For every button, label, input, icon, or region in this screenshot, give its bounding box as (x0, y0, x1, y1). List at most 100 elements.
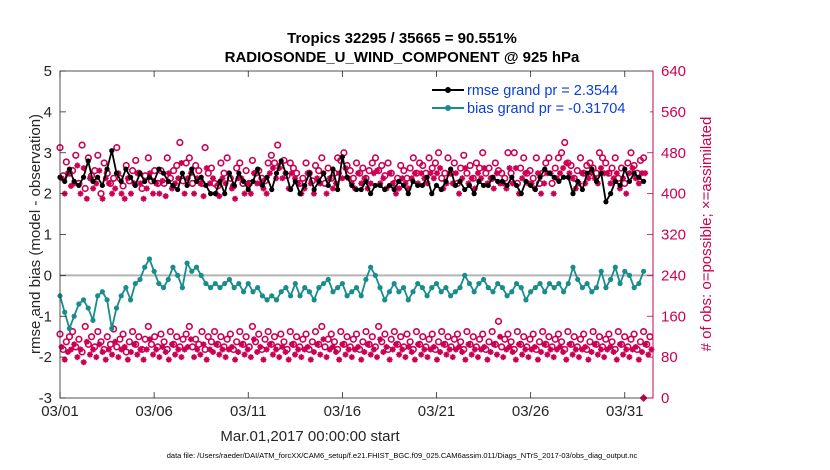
obs-assimilated-low-marker (213, 341, 220, 348)
bias-series-point (109, 325, 115, 332)
obs-assimilated-high-marker (279, 175, 286, 182)
obs-possible-high-marker (567, 161, 575, 170)
rmse-series-point (499, 178, 505, 184)
bias-series-point (556, 280, 562, 287)
bias-series-point (415, 280, 421, 287)
obs-assimilated-low-marker (456, 343, 463, 350)
legend: rmse grand pr = 2.3544 bias grand pr = -… (428, 78, 650, 122)
obs-assimilated-high-marker (323, 190, 330, 197)
obs-possible-low-marker (226, 330, 234, 338)
obs-assimilated-low-marker (273, 346, 280, 353)
obs-assimilated-high-marker (156, 190, 163, 197)
obs-assimilated-low-marker (626, 354, 633, 361)
rmse-series-point (255, 166, 261, 172)
obs-assimilated-low-marker (392, 341, 399, 348)
obs-assimilated-low-marker (222, 354, 229, 361)
obs-possible-low-marker (475, 335, 484, 343)
obs-possible-low-marker (375, 322, 383, 331)
obs-assimilated-high-marker (172, 180, 179, 187)
bias-series-point (400, 285, 407, 291)
rmse-series-point (95, 174, 101, 180)
obs-assimilated-low-marker (86, 351, 93, 358)
rmse-series-point (429, 191, 435, 197)
obs-assimilated-high-marker (80, 165, 87, 172)
obs-possible-high-marker (510, 149, 518, 157)
bias-series-point (372, 272, 378, 278)
obs-assimilated-low-marker (187, 336, 194, 343)
obs-possible-low-marker (387, 335, 395, 343)
obs-assimilated-low-marker (424, 354, 431, 361)
obs-possible-high-marker (78, 141, 86, 149)
obs-assimilated-high-marker (456, 190, 463, 197)
obs-possible-high-marker (639, 154, 648, 162)
obs-assimilated-high-marker (244, 180, 251, 187)
bias-series-point (66, 325, 73, 332)
obs-assimilated-low-marker (591, 341, 598, 348)
obs-assimilated-low-marker (512, 356, 519, 363)
obs-assimilated-high-marker (556, 170, 563, 177)
obs-assimilated-low-marker (153, 346, 160, 353)
y-axis-left: -3 -2 -1 0 1 2 3 4 5 (39, 63, 66, 407)
obs-assimilated-high-marker (134, 170, 141, 177)
obs-possible-high-marker (586, 159, 594, 167)
obs-assimilated-low-marker (260, 356, 267, 363)
bias-series-point (325, 276, 331, 283)
obs-possible-high-marker (242, 167, 250, 175)
obs-assimilated-low-marker (430, 343, 437, 350)
obs-assimilated-high-marker (194, 175, 201, 182)
obs-possible-low-marker (539, 327, 547, 336)
obs-assimilated-low-marker (635, 356, 642, 363)
obs-possible-low-marker (236, 327, 244, 336)
obs-possible-low-marker (321, 343, 329, 351)
obs-assimilated-low-marker (623, 346, 630, 353)
obs-assimilated-low-marker (582, 343, 589, 350)
obs-possible-low-marker (627, 335, 635, 343)
obs-possible-low-marker (233, 338, 241, 346)
obs-possible-high-marker (479, 149, 487, 157)
bias-series-point (118, 293, 124, 299)
obs-possible-high-marker (311, 161, 320, 170)
obs-possible-low-marker (621, 333, 629, 341)
obs-assimilated-low-marker (452, 346, 459, 353)
obs-possible-low-marker (349, 335, 357, 343)
obs-assimilated-high-marker (310, 190, 317, 197)
obs-assimilated-low-marker (538, 349, 545, 356)
obs-assimilated-high-marker (487, 175, 494, 182)
obs-assimilated-low-marker (396, 351, 403, 358)
obs-assimilated-high-marker (474, 170, 481, 177)
obs-assimilated-low-marker (648, 346, 655, 353)
obs-possible-high-marker (542, 159, 550, 167)
obs-assimilated-low-marker (389, 346, 396, 353)
obs-assimilated-low-marker (235, 349, 242, 356)
obs-assimilated-high-marker (361, 175, 368, 182)
obs-assimilated-low-marker (566, 341, 573, 348)
obs-assimilated-high-marker (140, 195, 147, 202)
obs-possible-low-marker (65, 333, 74, 341)
rmse-series-point (570, 191, 576, 197)
obs-possible-low-marker (535, 338, 544, 346)
obs-assimilated-low-marker (320, 336, 327, 343)
obs-assimilated-low-marker (642, 341, 649, 348)
obs-possible-low-marker (362, 327, 370, 336)
obs-possible-low-marker (166, 327, 175, 336)
rmse-series-point (198, 174, 204, 180)
obs-assimilated-high-marker (269, 165, 276, 172)
obs-assimilated-low-marker (96, 341, 103, 348)
obs-assimilated-low-marker (367, 351, 374, 358)
obs-assimilated-low-marker (146, 336, 153, 343)
obs-possible-high-marker (526, 167, 534, 175)
obs-assimilated-high-marker (102, 175, 109, 182)
obs-assimilated-high-marker (560, 165, 567, 172)
obs-possible-low-marker (308, 338, 316, 346)
obs-assimilated-low-marker (326, 346, 333, 353)
obs-assimilated-low-marker (307, 356, 314, 363)
obs-possible-high-marker (425, 154, 433, 162)
obs-assimilated-high-marker (86, 175, 93, 182)
rmse-series-point (382, 186, 388, 193)
obs-possible-low-marker (630, 330, 638, 338)
obs-assimilated-high-marker (74, 162, 81, 169)
bias-series-point (231, 285, 237, 291)
obs-possible-low-marker (75, 335, 83, 343)
obs-assimilated-low-marker (541, 341, 548, 348)
obs-assimilated-low-marker (74, 354, 81, 361)
